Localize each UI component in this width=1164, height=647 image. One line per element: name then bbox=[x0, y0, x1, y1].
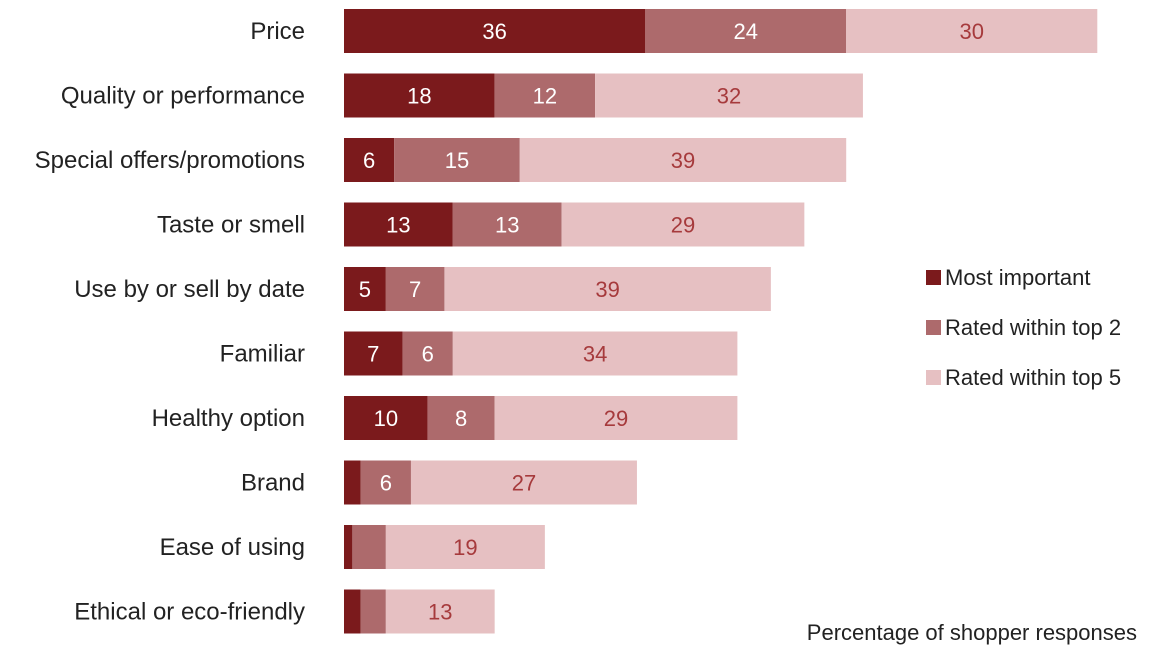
bar-segment bbox=[385, 525, 545, 569]
bar-segment bbox=[561, 202, 805, 247]
bar-value-label: 13 bbox=[495, 213, 519, 238]
bar-segment bbox=[360, 460, 411, 505]
bar-segment bbox=[344, 73, 495, 118]
bar-segment bbox=[410, 460, 637, 505]
bar-segment bbox=[344, 460, 361, 505]
bar-segment bbox=[427, 396, 495, 440]
bar-value-label: 39 bbox=[595, 277, 619, 302]
bar-value-label: 27 bbox=[512, 471, 536, 496]
bar-value-label: 18 bbox=[407, 84, 431, 109]
bar-value-label: 6 bbox=[380, 471, 392, 496]
bar-value-label: 19 bbox=[453, 535, 477, 560]
bar-value-label: 5 bbox=[359, 277, 371, 302]
bar-segment bbox=[352, 525, 386, 569]
bar-value-label: 39 bbox=[671, 148, 695, 173]
bar-segment bbox=[494, 396, 738, 440]
bar-segment bbox=[595, 73, 863, 118]
bar-value-label: 34 bbox=[583, 342, 607, 367]
bar-segment bbox=[385, 589, 495, 634]
category-label: Taste or smell bbox=[157, 212, 305, 239]
category-label: Healthy option bbox=[152, 405, 305, 432]
bar-segment bbox=[344, 202, 453, 247]
bar-segment bbox=[846, 9, 1098, 53]
bar-value-label: 30 bbox=[960, 19, 984, 44]
legend-label: Rated within top 2 bbox=[945, 315, 1121, 340]
bar-segment bbox=[344, 9, 646, 53]
bar-value-label: 6 bbox=[363, 148, 375, 173]
category-label: Special offers/promotions bbox=[35, 147, 305, 174]
bar-segment bbox=[444, 267, 771, 311]
bar-value-label: 32 bbox=[717, 84, 741, 109]
category-label: Use by or sell by date bbox=[74, 276, 305, 303]
bar-segment bbox=[344, 138, 395, 182]
bar-segment bbox=[344, 589, 361, 634]
bar-value-label: 24 bbox=[734, 19, 758, 44]
bar-value-label: 13 bbox=[386, 213, 410, 238]
bar-value-label: 6 bbox=[422, 342, 434, 367]
category-label: Ease of using bbox=[160, 534, 305, 561]
bar-value-label: 29 bbox=[671, 213, 695, 238]
bar-segment bbox=[452, 331, 738, 376]
category-label: Quality or performance bbox=[61, 83, 305, 110]
legend-label: Most important bbox=[945, 265, 1091, 290]
bar-segment bbox=[519, 138, 847, 182]
bar-segment bbox=[494, 73, 596, 118]
bar-segment bbox=[452, 202, 562, 247]
bar-segment bbox=[344, 396, 428, 440]
bars-group: 36 24 30 18 12 32 6 15 39 13 13 29 5 7 39 7 6 34 10 8 29 6 27 1… bbox=[344, 9, 1098, 634]
bar-segment bbox=[645, 9, 847, 53]
bar-value-label: 7 bbox=[409, 277, 421, 302]
bar-segment bbox=[402, 331, 453, 376]
bar-value-label: 8 bbox=[455, 406, 467, 431]
category-labels: Price Quality or performance Special offer… bbox=[35, 18, 305, 626]
legend-swatch bbox=[926, 370, 941, 385]
bar-value-label: 7 bbox=[367, 342, 379, 367]
bar-value-label: 36 bbox=[482, 19, 506, 44]
bar-segment bbox=[360, 589, 386, 634]
category-label: Ethical or eco-friendly bbox=[74, 599, 305, 626]
bar-segment bbox=[385, 267, 445, 311]
bar-value-label: 15 bbox=[445, 148, 469, 173]
bar-value-label: 12 bbox=[533, 84, 557, 109]
category-label: Familiar bbox=[220, 341, 305, 368]
category-label: Brand bbox=[241, 470, 305, 497]
bar-value-label: 10 bbox=[374, 406, 398, 431]
legend-swatch bbox=[926, 270, 941, 285]
category-label: Price bbox=[250, 18, 305, 45]
bar-segment bbox=[344, 267, 386, 311]
bar-segment bbox=[394, 138, 520, 182]
legend: Most important Rated within top 2 Rated wi… bbox=[926, 265, 1121, 390]
legend-swatch bbox=[926, 320, 941, 335]
bar-value-label: 29 bbox=[604, 406, 628, 431]
bar-value-label: 13 bbox=[428, 600, 452, 625]
bar-segment bbox=[344, 525, 353, 569]
bar-segment bbox=[344, 331, 403, 376]
legend-label: Rated within top 5 bbox=[945, 365, 1121, 390]
footnote-label: Percentage of shopper responses bbox=[807, 620, 1137, 645]
